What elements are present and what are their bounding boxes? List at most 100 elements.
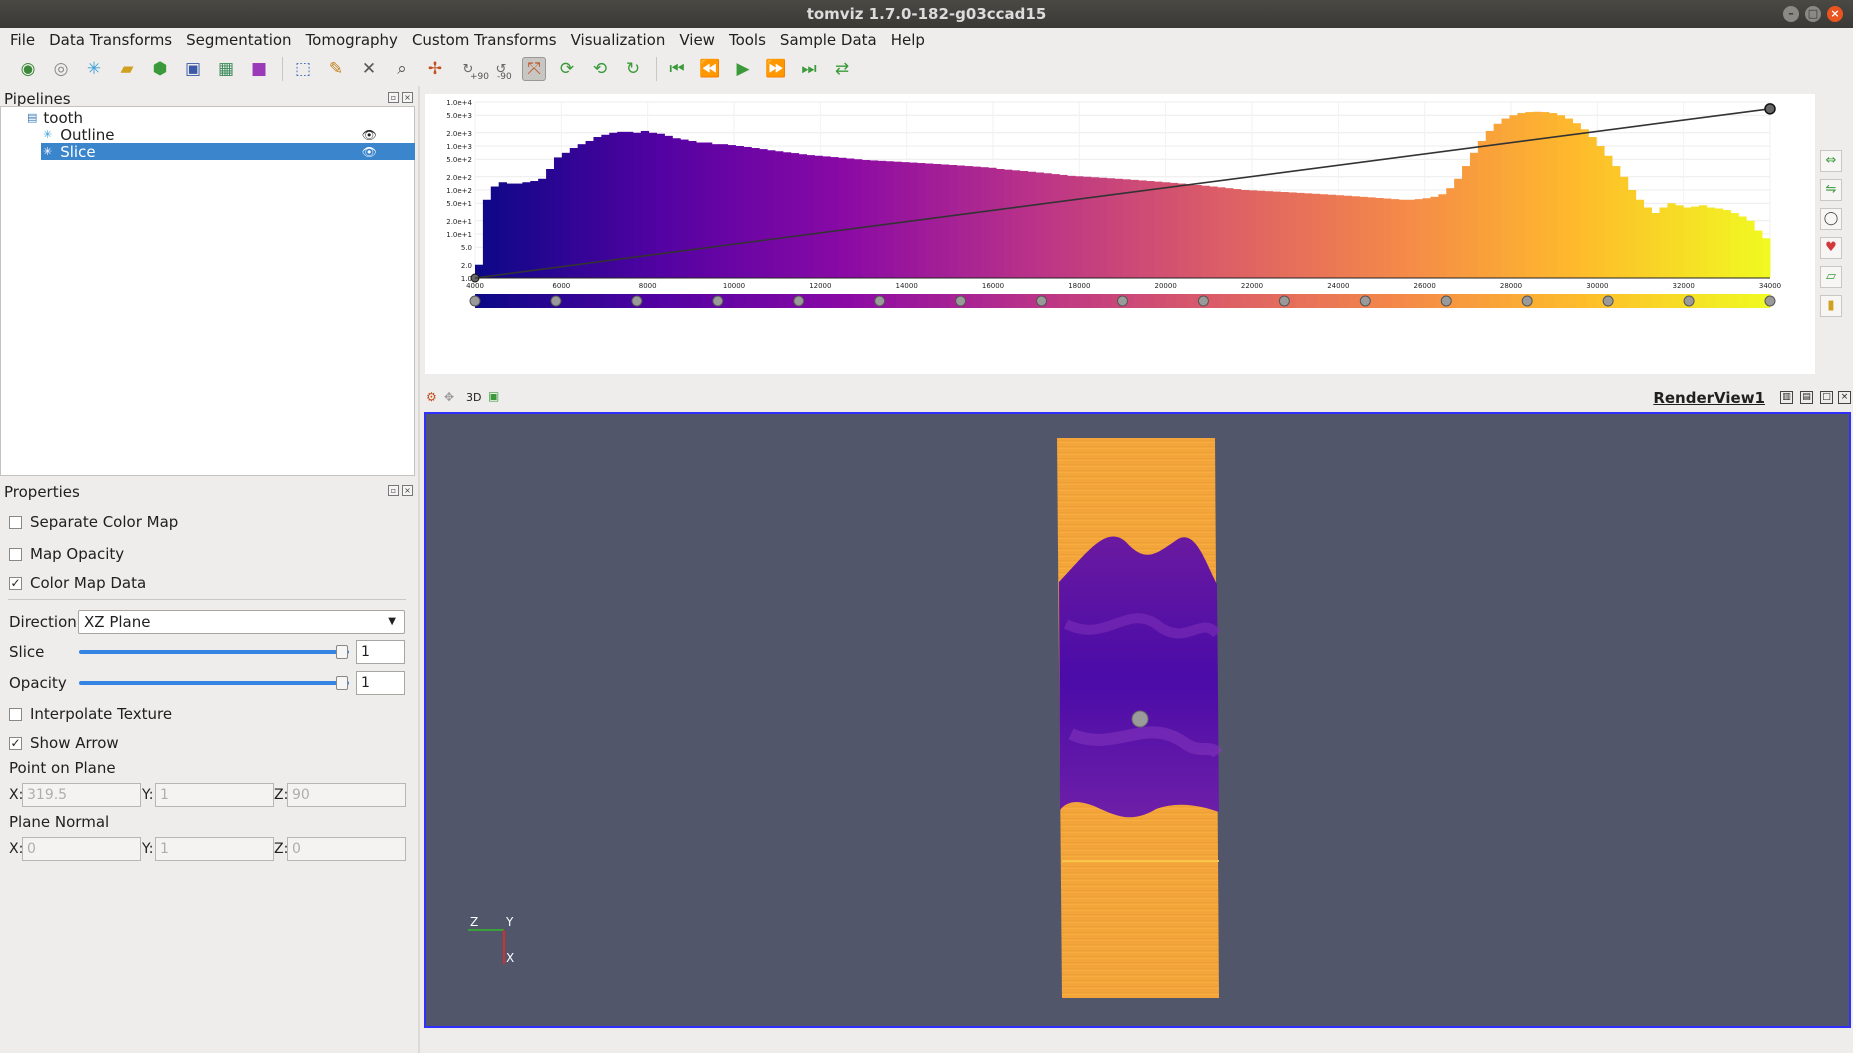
histogram-bar (1564, 118, 1573, 279)
menu-segmentation[interactable]: Segmentation (186, 31, 292, 49)
loop-icon[interactable]: ⇄ (834, 59, 850, 79)
histogram-bar (617, 131, 626, 278)
colormap-node (793, 295, 805, 307)
arrow-handle[interactable] (1131, 710, 1149, 728)
point-x-field[interactable]: 319.5 (22, 783, 141, 807)
close-view-icon[interactable]: × (1838, 391, 1851, 404)
axis-icon[interactable]: ✢ (427, 59, 443, 79)
refresh-icon[interactable]: ↻ (625, 59, 641, 79)
box-split-icon[interactable]: ▦ (217, 59, 235, 79)
rotate-cam-icon[interactable]: ⟲ (592, 59, 608, 79)
fit-icon[interactable]: ✕ (361, 59, 377, 79)
prev-frame-icon[interactable]: ⏪ (699, 59, 721, 79)
invert-icon[interactable]: ◯ (1820, 208, 1842, 230)
box-icon[interactable]: ▣ (184, 59, 202, 79)
play-icon[interactable]: ▶ (736, 59, 750, 79)
eye-icon[interactable]: 👁 (361, 127, 377, 142)
histogram-bar (751, 148, 760, 278)
range-reset-icon[interactable]: ⇔ (1820, 150, 1842, 172)
interpolate-texture-checkbox[interactable]: Interpolate Texture (9, 705, 172, 723)
histogram-bar (1138, 180, 1147, 278)
slice-spinbox[interactable]: 1 (356, 640, 405, 664)
vertical-splitter[interactable] (418, 86, 420, 1053)
minimize-icon[interactable]: – (1783, 6, 1799, 22)
palette-icon[interactable]: ✎ (328, 59, 344, 79)
separate-color-map-checkbox[interactable]: Separate Color Map (9, 513, 178, 531)
split-horizontal-icon[interactable]: ▥ (1780, 391, 1793, 404)
slice-slider-handle[interactable] (336, 645, 348, 659)
histogram-chart[interactable]: 1.0e+4 5.0e+3 2.0e+3 1.0e+3 5.0e+2 2.0e+2 1.0e… (425, 94, 1815, 374)
tree-item-outline[interactable]: ✳ Outline 👁 (43, 126, 415, 144)
maximize-icon[interactable]: □ (1805, 6, 1821, 22)
close-icon[interactable]: × (402, 485, 413, 496)
colorbar-segment (744, 294, 757, 308)
screenshot-icon[interactable]: ▣ (488, 389, 500, 403)
x-tick-label: 22000 (1241, 282, 1263, 290)
maximize-view-icon[interactable]: □ (1820, 391, 1833, 404)
menu-tools[interactable]: Tools (728, 31, 766, 49)
normal-y-field[interactable]: 1 (155, 837, 274, 861)
point-y-field[interactable]: 1 (155, 783, 274, 807)
histogram-bar (877, 160, 887, 278)
close-icon[interactable]: × (1827, 6, 1843, 22)
color-map-data-checkbox[interactable]: ✓ Color Map Data (9, 574, 146, 592)
module-icon[interactable]: ⬢ (152, 59, 168, 79)
menu-sample-data[interactable]: Sample Data (779, 31, 877, 49)
menu-view[interactable]: View (679, 31, 715, 49)
reset-cam-icon[interactable]: ⟳ (559, 59, 575, 79)
slice-slider[interactable] (79, 650, 349, 654)
point-z-field[interactable]: 90 (287, 783, 406, 807)
cursor-icon[interactable]: ✥ (444, 390, 455, 404)
pick-icon[interactable]: ⬚ (294, 59, 312, 79)
slice-render[interactable]: Z Y X (426, 414, 1849, 1026)
menu-file[interactable]: File (10, 31, 36, 49)
checkbox-box (9, 547, 22, 561)
rotate-plus-icon[interactable]: ↻ (462, 61, 474, 77)
zoom-icon[interactable]: ⌕ (397, 59, 407, 79)
opacity-slider[interactable] (79, 681, 349, 685)
colorbar-icon[interactable]: ▮ (1820, 295, 1842, 317)
rotate-minus-icon[interactable]: ↺ (495, 61, 507, 77)
save-preset-icon[interactable]: ▱ (1820, 266, 1842, 288)
custom-range-icon[interactable]: ⇋ (1820, 179, 1842, 201)
next-frame-icon[interactable]: ⏩ (765, 59, 787, 79)
eye-icon[interactable]: 👁 (361, 144, 377, 159)
reset-icon[interactable]: ◎ (53, 59, 69, 79)
histogram-bar (719, 144, 729, 278)
first-frame-icon[interactable]: ⏮ (669, 59, 685, 79)
snowflake-icon[interactable]: ✳ (86, 59, 102, 79)
normal-z-field[interactable]: 0 (287, 837, 406, 861)
data-source-icon[interactable]: ◉ (20, 59, 36, 79)
camera-icon[interactable]: ⚙ (426, 390, 437, 404)
menu-visualization[interactable]: Visualization (570, 31, 666, 49)
colormap-node (1440, 295, 1452, 307)
view-mode-label[interactable]: 3D (466, 391, 482, 404)
opacity-spinbox[interactable]: 1 (356, 671, 405, 695)
opacity-label: Opacity (9, 674, 67, 692)
colormap-preset-icon[interactable]: ♥ (1820, 237, 1842, 259)
interact-icon[interactable]: ⤧ (522, 57, 546, 81)
render-view-3d[interactable]: Z Y X (424, 412, 1851, 1028)
map-opacity-checkbox[interactable]: Map Opacity (9, 545, 124, 563)
colorbar-segment (798, 294, 811, 308)
tree-item-tooth[interactable]: ▤ tooth (27, 109, 83, 127)
tree-item-slice[interactable]: ✳ Slice 👁 (41, 143, 415, 161)
menu-data-transforms[interactable]: Data Transforms (49, 31, 173, 49)
histogram-svg[interactable]: 1.0e+4 5.0e+3 2.0e+3 1.0e+3 5.0e+2 2.0e+2 1.0e… (425, 94, 1815, 374)
colorbar-segment (561, 294, 573, 308)
ruler-icon[interactable]: ▰ (120, 59, 134, 79)
float-icon[interactable]: ▫ (388, 485, 399, 496)
float-icon[interactable]: ▫ (388, 92, 399, 103)
last-frame-icon[interactable]: ⏭ (801, 59, 817, 79)
menu-help[interactable]: Help (890, 31, 925, 49)
split-vertical-icon[interactable]: ▤ (1800, 391, 1813, 404)
close-icon[interactable]: × (402, 92, 413, 103)
menu-custom-transforms[interactable]: Custom Transforms (411, 31, 557, 49)
colorbar-segment (1079, 294, 1091, 308)
cube-icon[interactable]: ■ (250, 59, 268, 79)
normal-x-field[interactable]: 0 (22, 837, 141, 861)
direction-select[interactable]: XZ Plane ▼ (78, 610, 405, 634)
opacity-slider-handle[interactable] (336, 676, 348, 690)
show-arrow-checkbox[interactable]: ✓ Show Arrow (9, 734, 119, 752)
menu-tomography[interactable]: Tomography (305, 31, 398, 49)
